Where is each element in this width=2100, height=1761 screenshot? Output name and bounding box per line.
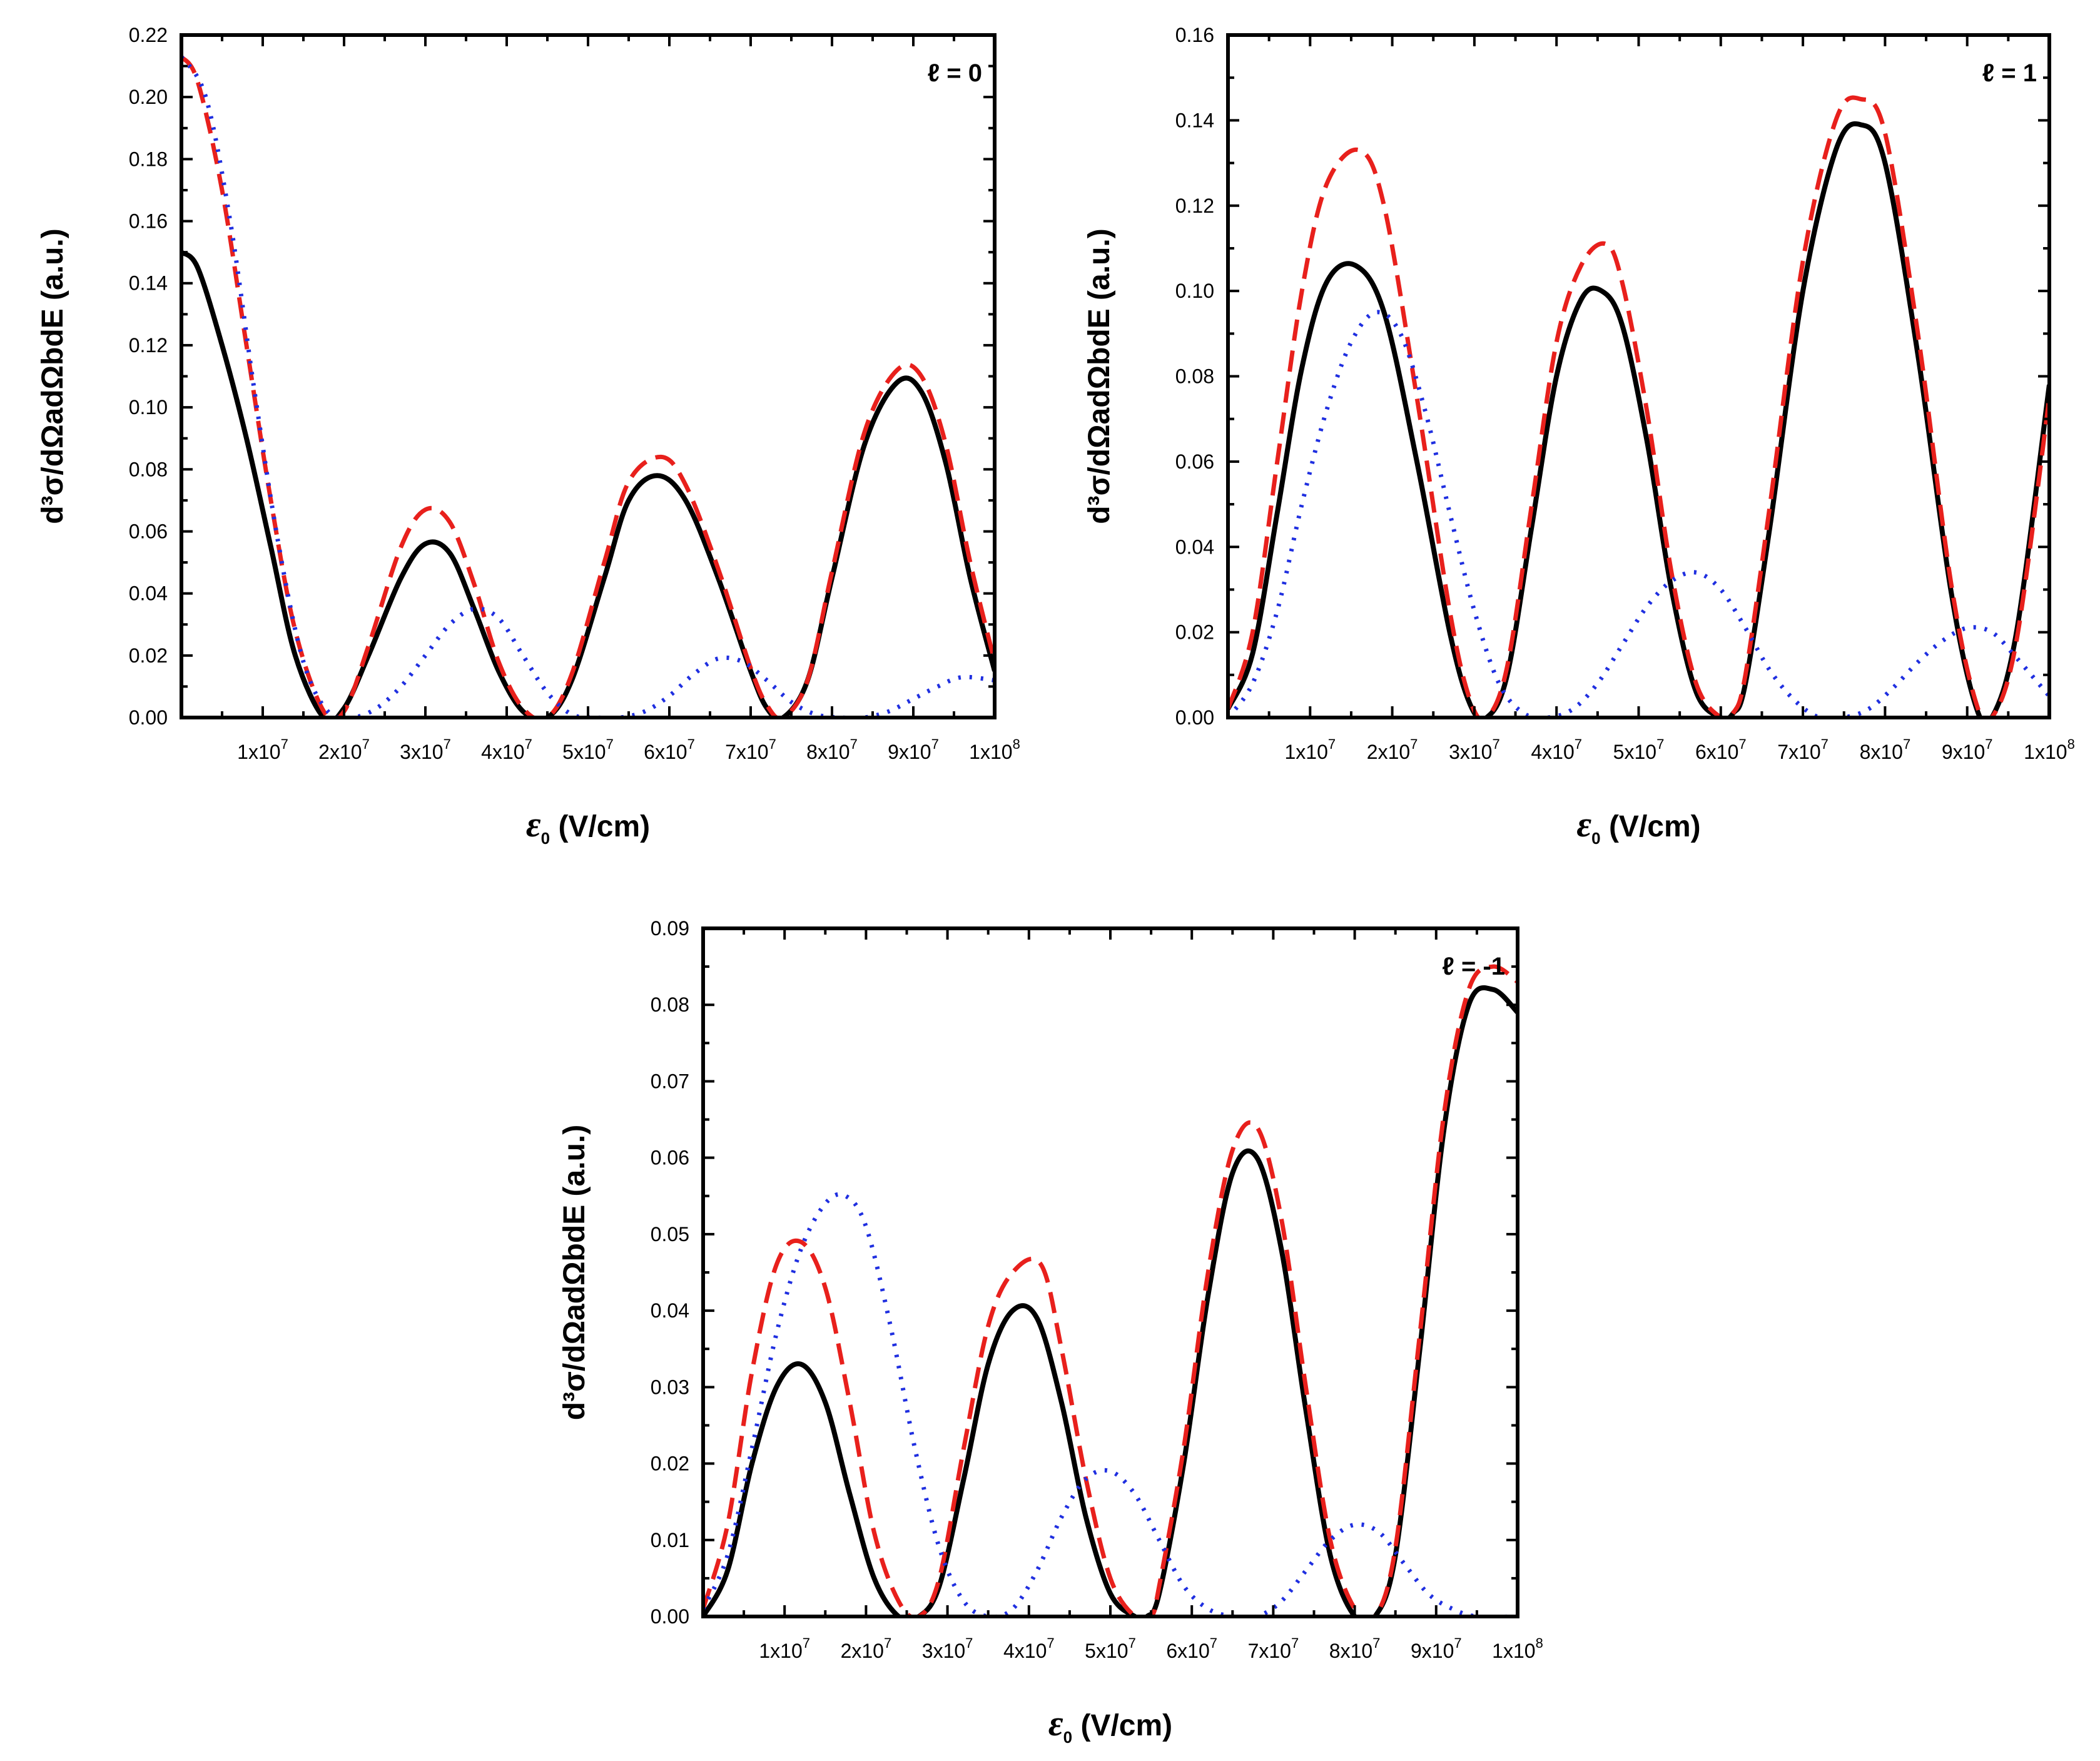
x-tick-label: 9x107 xyxy=(1411,1635,1462,1662)
y-tick-label: 0.08 xyxy=(1175,365,1214,388)
x-tick-label: 6x107 xyxy=(644,736,695,763)
y-tick-label: 0.18 xyxy=(129,148,168,170)
y-tick-label: 0.14 xyxy=(129,272,168,295)
y-tick-label: 0.06 xyxy=(651,1147,689,1169)
series-dashed-line xyxy=(703,964,1518,1616)
x-tick-label: 4x107 xyxy=(1003,1635,1055,1662)
y-tick-label: 0.12 xyxy=(1175,195,1214,217)
panel-label: ℓ = -1 xyxy=(1442,953,1505,980)
x-tick-label: 9x107 xyxy=(888,736,939,763)
plot-frame xyxy=(1226,33,2051,719)
x-tick-label: 5x107 xyxy=(1085,1635,1136,1662)
y-tick-label: 0.05 xyxy=(651,1223,689,1246)
y-tick-label: 0.10 xyxy=(129,396,168,419)
x-tick-label: 1x108 xyxy=(1492,1635,1543,1662)
x-tick-label: 8x107 xyxy=(1329,1635,1381,1662)
x-tick-label: 6x107 xyxy=(1695,736,1747,763)
x-tick-label: 2x107 xyxy=(318,736,370,763)
y-tick-label: 0.06 xyxy=(1175,450,1214,473)
x-tick-label: 5x107 xyxy=(1613,736,1665,763)
series-solid-line xyxy=(1228,121,2049,718)
y-tick-label: 0.08 xyxy=(129,458,168,480)
y-axis-title: d³σ/dΩadΩbdE (a.u.) xyxy=(558,1125,591,1420)
y-tick-label: 0.03 xyxy=(651,1376,689,1398)
x-tick-label: 1x107 xyxy=(759,1635,810,1662)
x-tick-label: 2x107 xyxy=(1367,736,1418,763)
panel-label: ℓ = 0 xyxy=(928,59,982,87)
x-tick-label: 1x108 xyxy=(969,736,1020,763)
x-tick-label: 3x107 xyxy=(922,1635,973,1662)
x-tick-label: 6x107 xyxy=(1166,1635,1217,1662)
y-tick-label: 0.16 xyxy=(1175,24,1214,46)
y-tick-label: 0.01 xyxy=(651,1529,689,1551)
y-tick-label: 0.04 xyxy=(1175,535,1214,558)
y-tick-label: 0.22 xyxy=(129,24,168,46)
series-dashed-line xyxy=(181,55,995,718)
y-tick-label: 0.14 xyxy=(1175,109,1214,131)
series-solid-line xyxy=(181,250,995,718)
x-tick-label: 1x108 xyxy=(2024,736,2075,763)
x-tick-label: 5x107 xyxy=(562,736,614,763)
series-dashed-line xyxy=(1228,95,2049,718)
y-tick-label: 0.04 xyxy=(651,1299,689,1322)
x-tick-label: 8x107 xyxy=(806,736,858,763)
y-tick-label: 0.10 xyxy=(1175,280,1214,302)
series-dotted-line xyxy=(703,1192,1518,1616)
x-tick-label: 1x107 xyxy=(237,736,288,763)
y-tick-label: 0.00 xyxy=(651,1605,689,1628)
y-tick-label: 0.02 xyxy=(1175,621,1214,644)
chart-panel-2: 1x107 2x107 3x107 4x107 5x107 6x107 7x107 8x107… xyxy=(558,917,1543,1747)
y-axis-title: d³σ/dΩadΩbdE (a.u.) xyxy=(1083,228,1116,524)
y-axis-title: d³σ/dΩadΩbdE (a.u.) xyxy=(36,228,69,524)
series-dotted-line xyxy=(181,55,995,718)
x-tick-label: 4x107 xyxy=(1531,736,1582,763)
x-tick-label: 7x107 xyxy=(725,736,776,763)
x-tick-label: 4x107 xyxy=(481,736,532,763)
y-tick-label: 0.02 xyxy=(651,1453,689,1475)
x-axis-title: ε0 (V/cm) xyxy=(1048,1703,1172,1747)
x-tick-label: 3x107 xyxy=(400,736,451,763)
y-tick-label: 0.00 xyxy=(1175,706,1214,729)
chart-panel-1: 1x107 2x107 3x107 4x107 5x107 6x107 7x107 8x107… xyxy=(1083,24,2075,848)
chart-panel-0: 1x107 2x107 3x107 4x107 5x107 6x107 7x107 8x107… xyxy=(36,24,1020,848)
x-tick-label: 7x107 xyxy=(1248,1635,1299,1662)
x-tick-label: 7x107 xyxy=(1777,736,1829,763)
y-tick-label: 0.09 xyxy=(651,917,689,940)
y-tick-label: 0.20 xyxy=(129,86,168,108)
x-tick-label: 9x107 xyxy=(1942,736,1993,763)
x-tick-label: 2x107 xyxy=(841,1635,892,1662)
y-tick-label: 0.02 xyxy=(129,644,168,667)
panel-label: ℓ = 1 xyxy=(1982,59,2037,87)
x-axis-title: ε0 (V/cm) xyxy=(526,804,650,848)
y-tick-label: 0.12 xyxy=(129,334,168,357)
x-tick-label: 3x107 xyxy=(1449,736,1500,763)
y-tick-label: 0.07 xyxy=(651,1070,689,1092)
x-tick-label: 1x107 xyxy=(1284,736,1336,763)
y-tick-label: 0.06 xyxy=(129,520,168,542)
x-tick-label: 8x107 xyxy=(1860,736,1911,763)
y-tick-label: 0.08 xyxy=(651,993,689,1016)
x-axis-title: ε0 (V/cm) xyxy=(1576,804,1700,848)
y-tick-label: 0.04 xyxy=(129,582,168,605)
y-tick-label: 0.00 xyxy=(129,706,168,729)
plot-frame xyxy=(701,926,1519,1618)
y-tick-label: 0.16 xyxy=(129,210,168,233)
series-solid-line xyxy=(703,985,1518,1616)
